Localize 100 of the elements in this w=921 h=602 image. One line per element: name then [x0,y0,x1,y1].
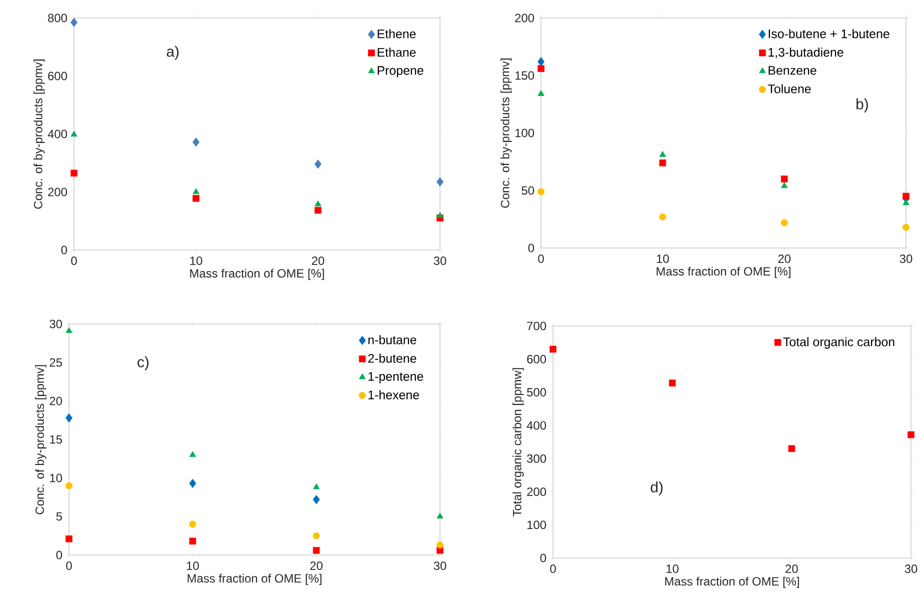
y-tick-label: 600 [527,354,546,364]
x-tick-label: 30 [434,562,446,570]
legend-label: Propene [378,66,424,78]
x-tick-label: 10 [186,562,199,570]
point [538,90,544,96]
point [780,176,788,182]
point [70,170,78,177]
point [436,212,444,218]
point [659,213,666,220]
legend-label: Benzene [768,66,816,75]
legend-label: Iso-butene + 1-butene [768,29,890,38]
point [66,535,72,542]
x-tick-label: 0 [71,256,77,265]
annotation: b) [856,98,868,112]
point [538,57,545,66]
point [192,138,200,147]
point [538,188,545,196]
y-tick-label: 400 [48,130,68,138]
y-tick-label: 50 [522,186,534,195]
point [902,199,910,206]
legend-label: Ethane [378,48,416,57]
annotation: a) [166,46,179,60]
annotation: c) [138,356,148,370]
legend-label: n-butane [368,335,416,344]
legend-label: Ethene [378,29,416,38]
point [189,451,196,457]
point [908,431,914,438]
legend-label: 1-pentene [368,372,424,384]
y-tick-label: 300 [526,454,546,463]
y-tick-label: 0 [61,246,68,254]
y-tick-label: 200 [515,14,534,22]
x-tick-label: 20 [310,562,323,570]
legend-label: 1-hexene [368,390,419,400]
point [192,188,200,194]
point [668,380,676,386]
y-tick-label: 0 [528,244,534,252]
point [66,413,72,423]
y-tick-label: 25 [50,358,62,367]
legend-label: Total organic carbon [783,337,894,349]
x-axis-title: Mass fraction of OME [%] [656,266,790,278]
y-tick-label: 400 [526,421,546,430]
y-tick-label: 600 [48,72,68,80]
legend-label: 2-butene [368,354,416,363]
legend-label: 1,3-butadiene [768,48,844,58]
x-axis-title: Mass fraction of OME [%] [190,268,324,280]
x-tick-label: 10 [666,564,679,573]
x-tick-label: 20 [786,564,798,573]
point [436,177,444,186]
y-tick-label: 5 [56,512,62,521]
y-tick-label: 100 [527,520,546,530]
x-tick-label: 20 [778,254,791,263]
annotation: d) [650,481,663,496]
y-tick-label: 150 [515,71,534,80]
y-tick-label: 100 [515,128,534,138]
y-axis-title: Conc. of by-products [ppmv] [34,60,45,209]
legend-label: Toluene [768,84,811,94]
point [659,151,666,157]
point [314,160,322,169]
point [436,512,444,518]
point [312,546,320,554]
y-tick-label: 800 [48,14,68,22]
y-axis-title: Total organic carbon [ppmw] [512,368,524,516]
y-tick-label: 30 [50,320,62,328]
point [66,327,72,333]
point [781,182,788,188]
point [66,482,72,490]
point [70,130,78,137]
y-tick-label: 15 [50,435,62,444]
x-tick-label: 0 [550,564,556,573]
x-axis-title: Mass fraction of OME [%] [665,576,799,588]
point [314,206,322,214]
point [189,520,196,528]
x-axis-title: Mass fraction of OME [%] [188,574,322,585]
y-tick-label: 0 [540,554,546,562]
y-tick-label: 0 [56,550,62,560]
x-tick-label: 20 [312,256,324,265]
point [314,200,322,206]
y-tick-label: 700 [527,322,546,330]
point [189,538,196,545]
y-axis-title: Conc. of by-products [ppmv] [35,365,46,514]
point [780,219,788,226]
x-tick-label: 30 [434,256,446,265]
point [659,159,666,166]
point [550,346,556,353]
point [312,532,320,540]
point [313,483,320,490]
point [436,541,444,548]
y-tick-label: 500 [527,388,546,397]
point [902,192,910,200]
point [312,494,320,504]
point [788,445,796,452]
y-tick-label: 200 [48,188,68,196]
x-tick-label: 30 [904,564,918,573]
point [192,194,200,202]
y-axis-title: Conc. of by-products [ppmv] [500,58,512,208]
x-tick-label: 10 [190,256,202,265]
point [538,65,544,72]
y-tick-label: 10 [50,474,62,482]
x-tick-label: 30 [900,254,912,263]
y-tick-label: 200 [527,487,546,496]
